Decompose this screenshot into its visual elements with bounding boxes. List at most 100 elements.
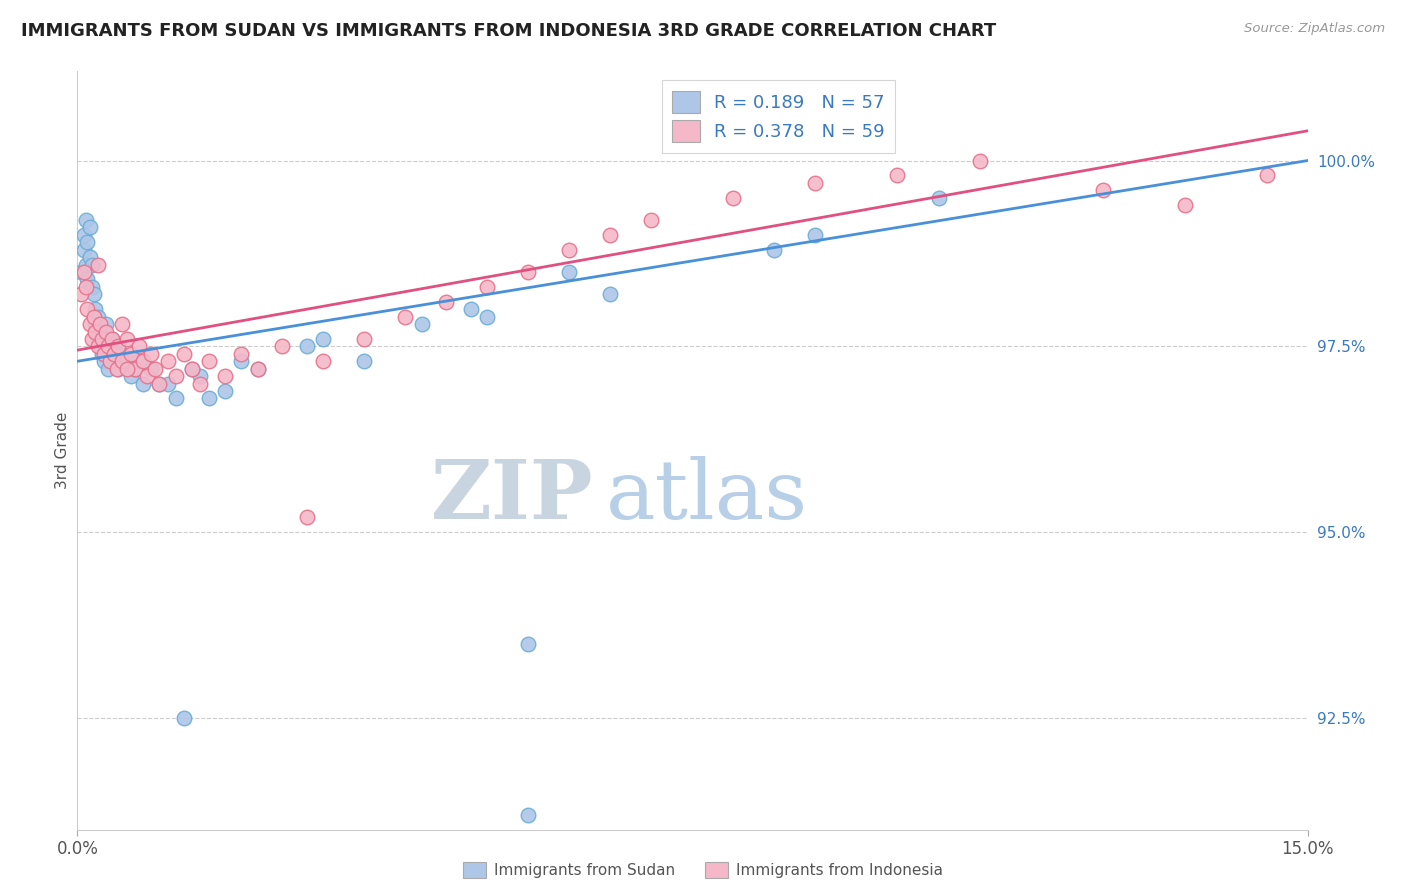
Point [105, 361, 128, 376]
Point [83, 310, 105, 324]
Point [723, 191, 745, 205]
Point [94, 325, 117, 339]
Y-axis label: 3rd Grade: 3rd Grade [55, 412, 70, 489]
Point [128, 354, 150, 368]
Point [97, 339, 120, 353]
Point [517, 637, 540, 651]
Point [312, 332, 335, 346]
Point [101, 332, 124, 346]
Text: ZIP: ZIP [432, 456, 595, 536]
Point [82, 280, 104, 294]
Point [165, 392, 187, 406]
Point [460, 302, 482, 317]
Point [94, 339, 117, 353]
Point [197, 354, 219, 368]
Point [558, 265, 581, 279]
Point [156, 376, 179, 391]
Point [517, 807, 540, 822]
Point [115, 354, 138, 368]
Point [173, 347, 195, 361]
Point [120, 369, 142, 384]
Point [271, 339, 294, 353]
Point [148, 376, 170, 391]
Point [181, 361, 204, 376]
Point [79, 317, 101, 331]
Point [128, 339, 150, 353]
Point [295, 510, 318, 524]
Point [477, 310, 499, 324]
Point [173, 711, 195, 725]
Point [141, 361, 163, 376]
Point [197, 392, 219, 406]
Point [84, 317, 107, 331]
Point [188, 369, 212, 384]
Point [82, 332, 104, 346]
Point [394, 310, 416, 324]
Point [353, 354, 375, 368]
Point [89, 325, 111, 339]
Point [436, 294, 458, 309]
Point [111, 354, 134, 368]
Point [132, 376, 155, 391]
Point [214, 384, 236, 398]
Point [120, 347, 142, 361]
Point [93, 347, 115, 361]
Point [181, 361, 204, 376]
Point [76, 272, 98, 286]
Point [141, 347, 163, 361]
Text: Source: ZipAtlas.com: Source: ZipAtlas.com [1244, 22, 1385, 36]
Point [75, 280, 97, 294]
Point [84, 302, 107, 317]
Point [763, 243, 786, 257]
Point [70, 265, 93, 279]
Point [70, 287, 93, 301]
Point [103, 347, 125, 361]
Point [136, 369, 159, 384]
Point [246, 361, 269, 376]
Point [73, 243, 96, 257]
Point [90, 347, 114, 361]
Point [1256, 169, 1278, 183]
Point [111, 347, 134, 361]
Point [84, 325, 107, 339]
Point [107, 339, 129, 353]
Point [295, 339, 318, 353]
Point [1174, 198, 1197, 212]
Point [188, 376, 212, 391]
Point [115, 361, 138, 376]
Point [312, 354, 335, 368]
Point [804, 176, 827, 190]
Point [79, 250, 101, 264]
Point [90, 332, 114, 346]
Point [101, 332, 124, 346]
Point [75, 258, 97, 272]
Point [83, 287, 105, 301]
Point [231, 347, 253, 361]
Point [132, 354, 155, 368]
Point [90, 332, 114, 346]
Point [75, 213, 97, 227]
Point [87, 332, 110, 346]
Point [124, 361, 146, 376]
Point [93, 354, 115, 368]
Point [94, 317, 117, 331]
Point [599, 287, 621, 301]
Text: IMMIGRANTS FROM SUDAN VS IMMIGRANTS FROM INDONESIA 3RD GRADE CORRELATION CHART: IMMIGRANTS FROM SUDAN VS IMMIGRANTS FROM… [21, 22, 997, 40]
Point [928, 191, 950, 205]
Point [1091, 183, 1114, 197]
Point [87, 339, 110, 353]
Point [477, 280, 499, 294]
Point [640, 213, 662, 227]
Point [969, 153, 991, 168]
Point [98, 347, 121, 361]
Point [231, 354, 253, 368]
Point [886, 169, 908, 183]
Text: atlas: atlas [606, 456, 808, 536]
Point [124, 361, 146, 376]
Point [411, 317, 433, 331]
Point [73, 265, 96, 279]
Point [83, 310, 105, 324]
Point [517, 265, 540, 279]
Point [105, 339, 128, 353]
Point [76, 302, 98, 317]
